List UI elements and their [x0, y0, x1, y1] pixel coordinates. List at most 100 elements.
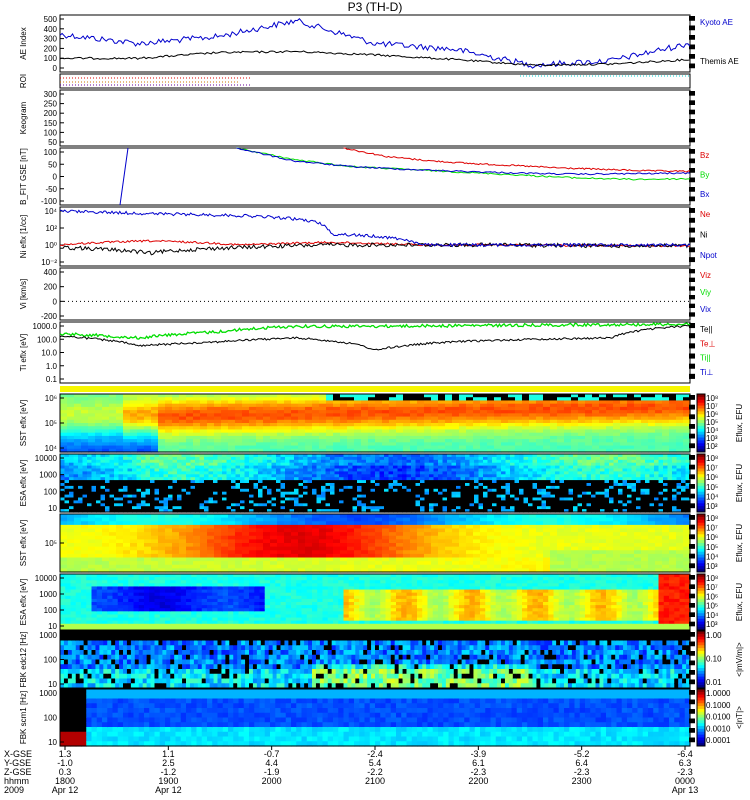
right-tick-bar	[689, 257, 695, 263]
colorbar-label-9: Eflux, EFU	[735, 464, 744, 502]
colorbar-segment	[697, 604, 705, 609]
right-tick-bar	[689, 395, 695, 400]
legend-viz: Viz	[700, 271, 711, 280]
colorbar-tick-label: 10⁷	[706, 524, 718, 533]
y-tick-label: 10⁵	[45, 539, 57, 548]
colorbar-segment	[697, 420, 705, 424]
colorbar-tick-label: 10⁸	[706, 574, 718, 583]
colorbar-segment	[697, 602, 705, 606]
right-tick-bar	[689, 593, 695, 599]
right-tick-bar	[689, 343, 695, 349]
colorbar-segment	[697, 728, 705, 733]
legend-bx: Bx	[700, 190, 709, 199]
right-tick-bar	[689, 227, 695, 233]
series-line-te-par	[59, 324, 691, 351]
colorbar-tick-label: 10⁵	[706, 543, 718, 552]
heatmap-cells-8	[60, 394, 691, 453]
panel-frame-5	[59, 267, 691, 321]
colorbar-segment	[697, 624, 705, 628]
colorbar-segment	[697, 437, 705, 441]
panel-ylabel-13: FBK scm1 [Hz]	[19, 691, 28, 744]
colorbar-tick-label: 10⁷	[706, 583, 718, 592]
x-tick-label: -2.2	[367, 767, 383, 777]
colorbar-segment	[697, 431, 705, 436]
colorbar-segment	[697, 491, 705, 496]
right-tick-bar	[689, 690, 695, 695]
colorbar-segment	[697, 425, 705, 430]
colorbar-segment	[697, 691, 705, 696]
colorbar-segment	[697, 471, 705, 475]
y-tick-label: 10²	[45, 224, 57, 233]
right-tick-bar	[689, 91, 695, 96]
y-tick-label: 100	[44, 606, 58, 615]
colorbar-segment	[697, 734, 705, 738]
colorbar-segment	[697, 516, 705, 521]
colorbar-segment	[697, 590, 705, 595]
colorbar-segment	[697, 474, 705, 478]
right-tick-bar	[689, 373, 695, 379]
x-tick-label: -1.0	[57, 758, 73, 768]
colorbar-segment	[697, 446, 705, 450]
panel-ylabel-3: B_FIT GSE [nT]	[19, 148, 28, 205]
series-line-themis-ae	[59, 50, 691, 67]
colorbar-segment	[697, 708, 705, 713]
right-tick-bar	[689, 632, 695, 637]
colorbar-tick-label: 10²	[706, 442, 718, 451]
y-tick-label: 1000	[39, 471, 57, 480]
x-tick-label: 2.5	[162, 758, 175, 768]
x-tick-label: -0.7	[264, 749, 280, 759]
colorbar-tick-label: 10⁶	[706, 533, 718, 542]
colorbar-segment	[697, 731, 705, 736]
x-tick-label: -1.2	[161, 767, 177, 777]
colorbar-segment	[697, 519, 705, 524]
colorbar-tick-label: 10⁸	[706, 394, 718, 403]
legend-vix: Vix	[700, 305, 711, 314]
panel-ylabel-11: ESA eflx [eV]	[19, 579, 28, 626]
colorbar-segment	[697, 682, 705, 686]
colorbar-segment	[697, 423, 705, 427]
colorbar-segment	[697, 668, 705, 672]
right-tick-bar	[689, 670, 695, 675]
panel-ylabel-5: Vi [km/s]	[19, 279, 28, 310]
y-tick-label: 10	[48, 680, 57, 689]
y-tick-label: 200	[44, 283, 58, 292]
x-tick-label: -6.4	[677, 749, 693, 759]
colorbar-tick-label: 10³	[706, 562, 718, 571]
colorbar-segment	[697, 636, 705, 641]
x-tick-label: Apr 12	[52, 785, 79, 795]
right-tick-bar	[689, 295, 695, 300]
y-tick-label: 1000	[39, 689, 57, 698]
colorbar-segment	[697, 545, 705, 550]
right-tick-bar	[689, 363, 695, 369]
colorbar-tick-label: 10⁴	[706, 552, 719, 561]
colorbar-segment	[697, 566, 705, 570]
heatmap-cells-9	[60, 454, 691, 513]
panel-frame-4	[59, 206, 691, 267]
right-tick-bar	[689, 718, 695, 724]
colorbar-segment	[697, 551, 705, 556]
right-tick-bar	[689, 621, 695, 627]
y-tick-label: 100	[44, 54, 58, 63]
colorbar-tick-label: 10⁶	[706, 473, 718, 482]
colorbar-segment	[697, 569, 705, 573]
colorbar-segment	[697, 411, 705, 415]
colorbar-segment	[697, 531, 705, 535]
x-tick-label: 1800	[55, 776, 75, 786]
heatmap-cells-12	[60, 631, 691, 689]
right-tick-bar	[689, 534, 695, 540]
right-tick-bar	[689, 737, 695, 743]
colorbar-segment	[697, 462, 705, 467]
colorbar-segment	[697, 540, 705, 544]
colorbar-segment	[697, 726, 705, 730]
orbit-row-label: X-GSE	[4, 749, 32, 759]
x-tick-label: -2.4	[367, 749, 383, 759]
right-tick-bar	[689, 247, 695, 253]
y-tick-label: -100	[41, 197, 58, 206]
right-tick-bar	[689, 137, 695, 143]
panel-ylabel-1: ROI	[19, 74, 28, 88]
legend-themisae: Themis AE	[700, 57, 739, 66]
colorbar-label-10: Eflux, EFU	[735, 524, 744, 562]
panel-frame-1	[59, 73, 691, 89]
right-tick-bar	[689, 503, 695, 509]
series-line-bx	[236, 147, 691, 176]
